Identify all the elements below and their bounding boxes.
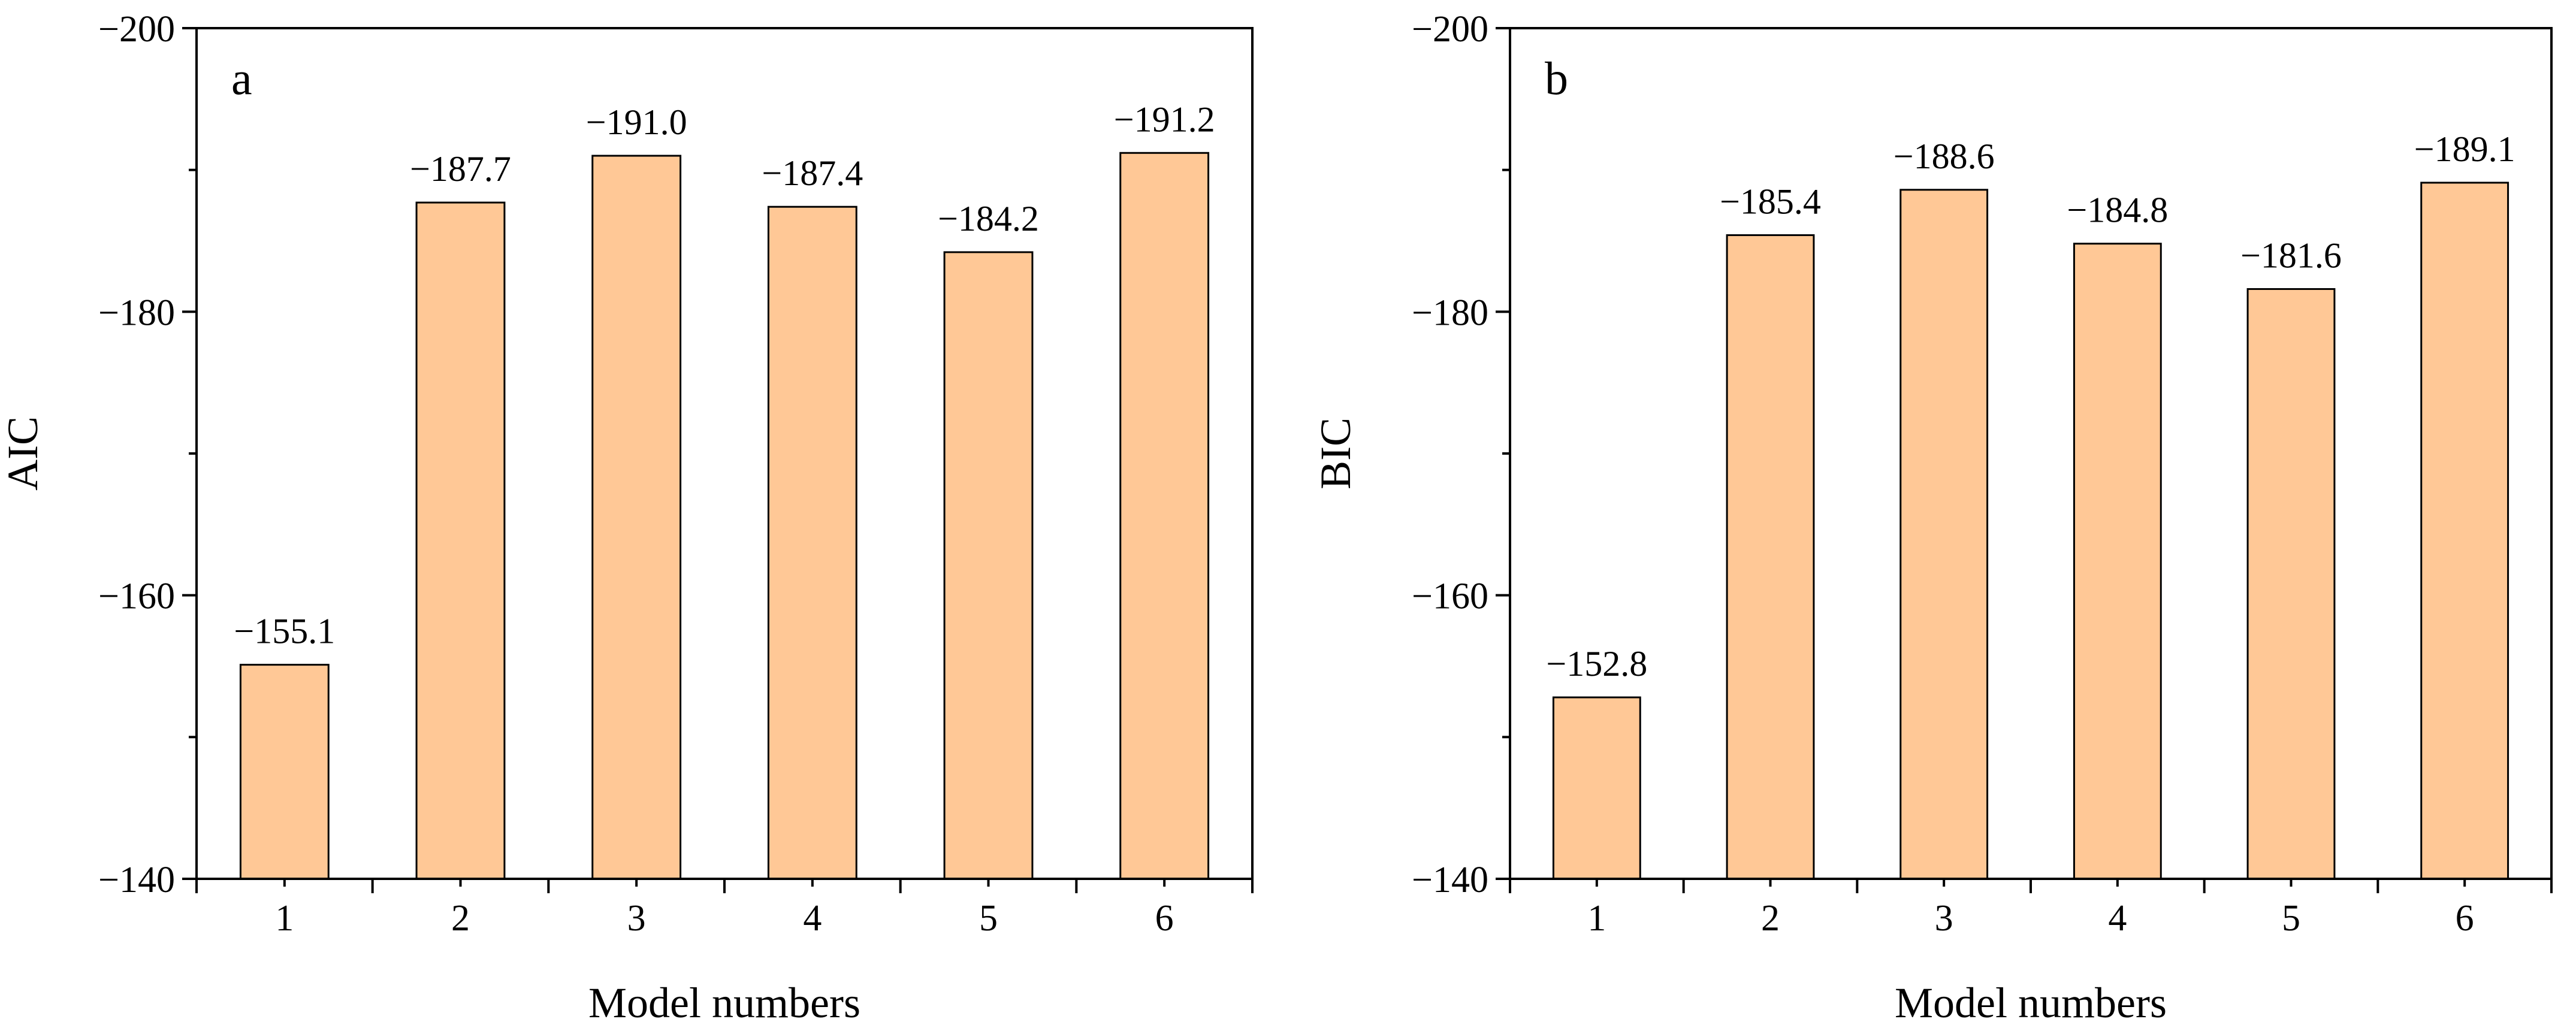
y-tick-label: −160 — [1412, 576, 1488, 617]
x-tick-label-3: 3 — [1935, 898, 1953, 939]
x-tick-label-2: 2 — [451, 898, 470, 939]
bar-3 — [591, 155, 682, 880]
y-tick-label: −180 — [1412, 292, 1488, 333]
data-label-1: −155.1 — [234, 612, 335, 651]
y-tick-label: −140 — [1412, 860, 1488, 900]
x-tick-label-1: 1 — [275, 898, 294, 939]
bar-5 — [2246, 288, 2336, 880]
panel-letter: b — [1545, 52, 1568, 104]
data-label-6: −191.2 — [1114, 99, 1215, 139]
data-label-6: −189.1 — [2414, 129, 2515, 169]
data-label-2: −185.4 — [1720, 182, 1821, 222]
plot-frame — [195, 27, 1254, 880]
y-tick-label: −200 — [1412, 9, 1488, 50]
bar-3 — [1899, 189, 1989, 880]
y-tick-label: −200 — [98, 9, 175, 50]
bar-2 — [1726, 234, 1815, 880]
y-tick-label: −160 — [98, 576, 175, 617]
data-label-2: −187.7 — [410, 149, 511, 189]
y-axis-title: AIC — [0, 416, 47, 491]
bar-2 — [415, 201, 506, 880]
data-label-5: −184.2 — [938, 199, 1039, 238]
x-tick-label-4: 4 — [803, 898, 822, 939]
panel-letter: a — [231, 52, 252, 104]
x-tick-label-1: 1 — [1587, 898, 1606, 939]
bar-4 — [2073, 243, 2162, 880]
data-label-3: −188.6 — [1894, 137, 1995, 176]
y-axis-title: BIC — [1312, 418, 1360, 489]
y-tick-label: −140 — [98, 860, 175, 900]
data-label-3: −191.0 — [586, 102, 687, 142]
bar-4 — [767, 205, 857, 880]
x-axis-title: Model numbers — [588, 979, 860, 1027]
bar-5 — [943, 251, 1034, 880]
x-tick-label-6: 6 — [2456, 898, 2474, 939]
x-tick-label-2: 2 — [1761, 898, 1780, 939]
bar-6 — [1119, 152, 1210, 880]
bar-1 — [1552, 696, 1641, 880]
x-tick-label-3: 3 — [627, 898, 646, 939]
plot-frame — [1509, 27, 2553, 880]
bar-1 — [239, 664, 330, 880]
y-tick-label: −180 — [98, 292, 175, 333]
chart-panel-a: −155.1 −187.7 −191.0 −187.4 −184.2 −191.2 −200… — [0, 9, 1254, 1027]
data-label-5: −181.6 — [2240, 235, 2342, 275]
x-axis-title: Model numbers — [1895, 979, 2167, 1027]
bar-6 — [2420, 182, 2509, 880]
x-tick-label-4: 4 — [2108, 898, 2127, 939]
data-label-4: −187.4 — [762, 153, 863, 193]
data-label-1: −152.8 — [1546, 644, 1647, 684]
x-tick-label-6: 6 — [1155, 898, 1174, 939]
data-label-4: −184.8 — [2067, 191, 2168, 230]
chart-panel-b: −152.8 −185.4 −188.6 −184.8 −181.6 −189.1 −200… — [1312, 9, 2553, 1027]
x-tick-label-5: 5 — [979, 898, 998, 939]
x-tick-label-5: 5 — [2282, 898, 2300, 939]
